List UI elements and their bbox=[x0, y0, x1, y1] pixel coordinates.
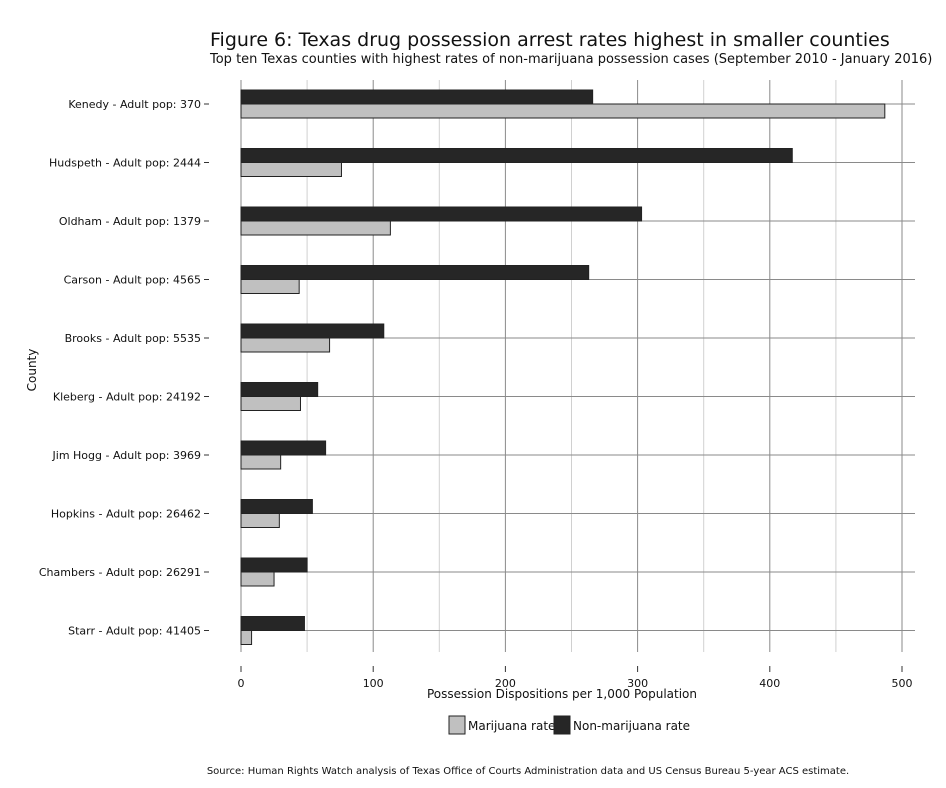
bar-non-marijuana bbox=[240, 616, 305, 631]
y-tick-label: Brooks - Adult pop: 5535 bbox=[65, 332, 201, 345]
x-tick-label: 200 bbox=[495, 677, 516, 690]
bar-non-marijuana bbox=[240, 323, 385, 339]
y-axis-label: County bbox=[25, 349, 39, 392]
y-tick-label: Hopkins - Adult pop: 26462 bbox=[51, 508, 201, 521]
bar-marijuana bbox=[240, 396, 301, 411]
bar-marijuana bbox=[240, 337, 331, 353]
bar-non-marijuana bbox=[240, 265, 590, 280]
x-tick-label: 500 bbox=[892, 677, 913, 690]
legend-swatch-non-marijuana bbox=[553, 715, 571, 735]
legend-label-marijuana: Marijuana rate bbox=[468, 719, 555, 733]
source-note: Source: Human Rights Watch analysis of T… bbox=[207, 766, 849, 777]
gridlines bbox=[240, 80, 915, 652]
bar-non-marijuana bbox=[240, 148, 793, 163]
y-tick-label: Jim Hogg - Adult pop: 3969 bbox=[52, 449, 201, 462]
y-tick-label: Carson - Adult pop: 4565 bbox=[64, 274, 201, 287]
legend-swatch-marijuana bbox=[448, 715, 466, 735]
bar-marijuana bbox=[240, 571, 275, 587]
x-axis-tick-labels: 0 100 200 300 400 500 bbox=[238, 666, 913, 690]
bar-marijuana bbox=[240, 513, 280, 528]
chart-subtitle: Top ten Texas counties with highest rate… bbox=[209, 52, 932, 67]
bar-non-marijuana bbox=[240, 499, 313, 514]
bar-non-marijuana bbox=[240, 382, 319, 397]
bar-non-marijuana bbox=[240, 557, 308, 573]
x-tick-label: 400 bbox=[759, 677, 780, 690]
bar-non-marijuana bbox=[240, 206, 643, 222]
x-tick-label: 300 bbox=[627, 677, 648, 690]
bar-marijuana bbox=[240, 103, 886, 119]
bar-marijuana bbox=[240, 220, 391, 236]
x-tick-label: 0 bbox=[238, 677, 245, 690]
y-tick-label: Starr - Adult pop: 41405 bbox=[68, 625, 201, 638]
bar-marijuana bbox=[240, 630, 253, 645]
legend-label-non-marijuana: Non-marijuana rate bbox=[573, 719, 690, 733]
x-tick-label: 100 bbox=[363, 677, 384, 690]
bar-marijuana bbox=[240, 279, 300, 294]
y-tick-label: Kleberg - Adult pop: 24192 bbox=[53, 391, 201, 404]
legend: Marijuana rate Non-marijuana rate bbox=[448, 715, 690, 735]
bar-non-marijuana bbox=[240, 440, 327, 456]
y-tick-label: Chambers - Adult pop: 26291 bbox=[39, 566, 201, 579]
bars bbox=[240, 89, 886, 645]
y-axis-tick-labels: Kenedy - Adult pop: 370 Hudspeth - Adult … bbox=[39, 98, 209, 638]
bar-marijuana bbox=[240, 454, 282, 470]
bar-marijuana bbox=[240, 162, 342, 177]
y-tick-label: Hudspeth - Adult pop: 2444 bbox=[49, 157, 201, 170]
bar-non-marijuana bbox=[240, 89, 594, 105]
y-tick-label: Oldham - Adult pop: 1379 bbox=[59, 215, 201, 228]
x-axis-label: Possession Dispositions per 1,000 Popula… bbox=[427, 687, 697, 701]
y-tick-label: Kenedy - Adult pop: 370 bbox=[68, 98, 201, 111]
chart-title: Figure 6: Texas drug possession arrest r… bbox=[210, 29, 890, 51]
